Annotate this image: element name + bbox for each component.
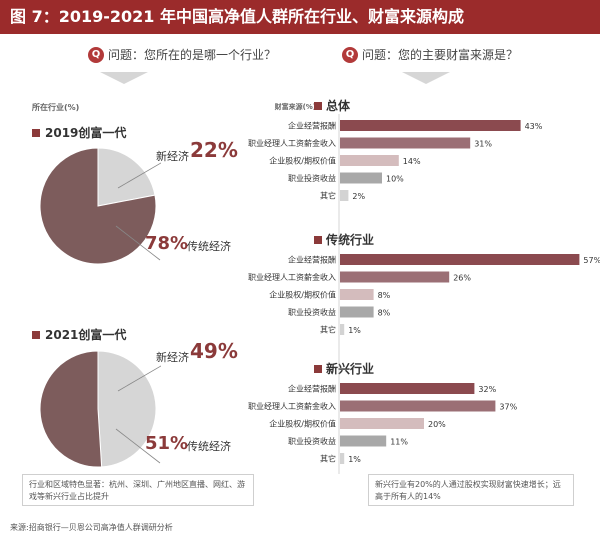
bar-category-label: 其它 [320,191,336,201]
pie-chart-2021 [39,350,161,468]
square-icon [32,330,40,339]
bar-category-label: 企业经营报酬 [288,384,336,394]
pie1-new-label: 新经济 [156,150,189,163]
bar-2-2 [340,418,424,429]
pie1-leader-new [117,162,161,189]
bar-0-0 [340,120,521,131]
pie2-title: 2021创富一代 [32,326,126,343]
bar-1-1 [340,271,450,283]
bar-0-4 [340,190,349,201]
bar-1-4 [340,324,345,335]
left-note: 行业和区域特色显著：杭州、深圳、广州地区直播、网红、游戏等新兴行业占比提升 [22,474,254,506]
question-icon: Q [88,46,104,63]
group-title-0: 总体 [326,98,351,113]
right-question: Q 问题：您的主要财富来源是？ [342,46,518,63]
pie2-traditional-label: 传统经济 [187,440,231,453]
bar-category-label: 职业投资收益 [288,173,336,183]
bar-category-label: 职业投资收益 [288,436,336,446]
group-title-2: 新兴行业 [326,361,374,376]
bar-value-label: 43% [525,122,543,131]
bar-category-label: 其它 [320,325,336,335]
group-square-icon [314,365,322,373]
left-axis-label: 所在行业(%) [32,103,80,112]
right-question-text: 问题：您的主要财富来源是？ [362,48,519,62]
pie1-traditional-label: 传统经济 [187,240,231,253]
bar-value-label: 14% [403,157,421,166]
bar-value-label: 11% [390,438,408,447]
bar-category-label: 职业经理人工资薪金收入 [248,138,336,148]
bar-2-3 [340,435,387,447]
bar-1-3 [340,306,374,318]
bar-category-label: 企业经营报酬 [288,121,336,131]
bar-category-label: 企业股权/期权价值 [269,419,336,429]
left-question-text: 问题：您所在的是哪一个行业？ [108,48,277,62]
pie1-traditional-value: 78% [145,233,189,254]
right-note: 新兴行业有20%的人通过股权实现财富快速增长；远高于所有人的14% [368,474,574,506]
pie1-new-value: 22% [190,138,238,162]
pie1-leader-traditional [115,225,161,261]
bar-value-label: 57% [583,256,600,265]
pie2-slice-0 [97,350,157,468]
bar-category-label: 企业股权/期权价值 [269,156,336,166]
bar-value-label: 10% [386,175,404,184]
bar-value-label: 31% [474,140,492,149]
bar-value-label: 8% [378,291,391,300]
pie2-new-value: 49% [190,339,238,363]
bar-value-label: 32% [478,385,496,394]
left-question: Q 问题：您所在的是哪一个行业？ [88,46,276,63]
bar-category-label: 其它 [320,454,336,464]
bar-value-label: 8% [378,309,391,318]
bar-value-label: 2% [352,192,365,201]
bar-2-1 [340,400,496,412]
bar-category-label: 职业经理人工资薪金收入 [248,272,336,282]
bar-value-label: 37% [499,403,517,412]
bar-1-2 [340,289,374,300]
figure-title: 图 7：2019-2021 年中国高净值人群所在行业、财富来源构成 [0,0,600,34]
bar-value-label: 26% [453,274,471,283]
source-note: 来源:招商银行—贝恩公司高净值人群调研分析 [10,523,173,532]
bar-category-label: 职业投资收益 [288,307,336,317]
bar-category-label: 企业股权/期权价值 [269,290,336,300]
down-arrow-icon [100,72,148,84]
down-arrow-icon [402,72,450,84]
bar-category-label: 企业经营报酬 [288,255,336,265]
pie1-slice-0 [97,147,156,207]
pie-chart-2019 [39,147,161,265]
bar-2-4 [340,453,345,464]
pie2-leader-traditional [115,428,161,464]
bar-1-0 [340,254,580,265]
bar-value-label: 1% [348,455,361,464]
pie2-new-label: 新经济 [156,351,189,364]
right-axis-label: 财富来源(%) [274,102,316,111]
group-square-icon [314,102,322,110]
bar-0-3 [340,172,382,184]
question-icon: Q [342,46,358,63]
pie1-title: 2019创富一代 [32,124,126,141]
pie2-traditional-value: 51% [145,433,189,454]
group-square-icon [314,236,322,244]
bar-2-0 [340,383,475,394]
bar-0-2 [340,155,399,166]
pie2-leader-new [117,365,161,392]
square-icon [32,128,40,137]
group-title-1: 传统行业 [325,232,374,247]
bar-category-label: 职业经理人工资薪金收入 [248,401,336,411]
bar-value-label: 20% [428,420,446,429]
bar-value-label: 1% [348,326,361,335]
bar-0-1 [340,137,471,149]
pie2-slice-1 [39,350,103,468]
